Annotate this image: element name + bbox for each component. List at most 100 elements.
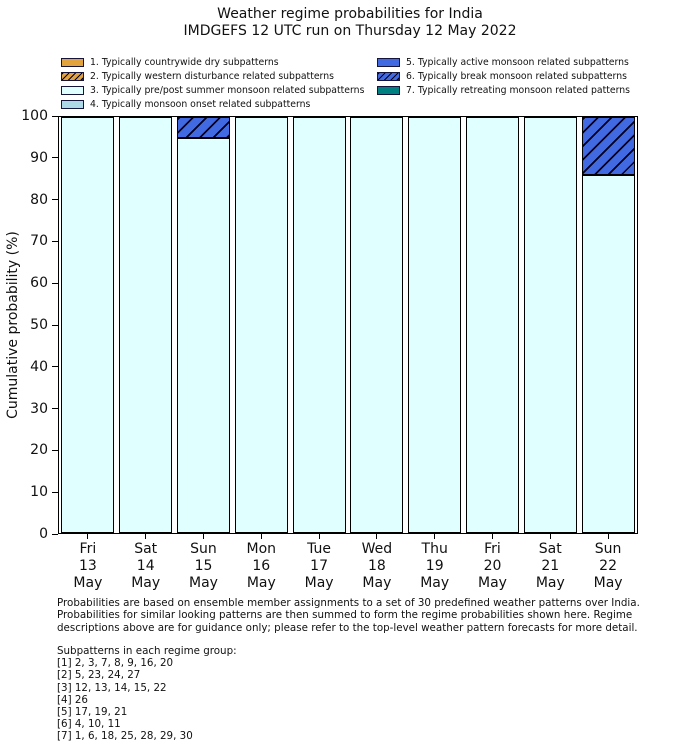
y-tick-mark-30 [52, 408, 58, 410]
legend-item-5: 5. Typically active monsoon related subp… [377, 56, 629, 68]
bar-fri-13 [61, 117, 115, 533]
legend-item-3: 3. Typically pre/post summer monsoon rel… [61, 84, 364, 96]
bar-column-wed-18 [348, 117, 406, 533]
y-tick-label-60: 60 [30, 275, 48, 292]
x-tick-mark-19 [434, 534, 436, 539]
y-tick-mark-0 [52, 533, 58, 535]
bar-segment-regime3-19 [408, 117, 462, 533]
legend-label-7: 7. Typically retreating monsoon related … [406, 84, 631, 96]
x-tick-mark-17 [318, 534, 320, 539]
y-tick-label-0: 0 [39, 526, 48, 542]
y-tick-label-20: 20 [30, 442, 48, 459]
chart-title-line-2: IMDGEFS 12 UTC run on Thursday 12 May 20… [183, 23, 517, 39]
x-tick-label-sat-14: Sat 14 May [131, 541, 161, 591]
bar-wed-18 [350, 117, 404, 533]
bar-column-sat-14 [117, 117, 175, 533]
y-tick-mark-90 [52, 157, 58, 159]
bar-thu-19 [408, 117, 462, 533]
subpattern-group-4: [4] 26 [57, 693, 88, 706]
y-tick-mark-70 [52, 240, 58, 242]
subpatterns-list: [1] 2, 3, 7, 8, 9, 16, 20 [2] 5, 23, 24, … [57, 657, 457, 742]
bar-sat-21 [523, 117, 577, 533]
legend-swatch-4 [61, 99, 84, 109]
y-tick-label-40: 40 [30, 358, 48, 375]
legend-label-2: 2. Typically western disturbance related… [90, 70, 334, 82]
x-tick-mark-16 [260, 534, 262, 539]
y-tick-label-80: 80 [30, 191, 48, 208]
x-tick-mark-20 [492, 534, 493, 539]
x-tick-mark-13 [87, 534, 89, 539]
x-tick-label-sat-21: Sat 21 May [535, 541, 565, 591]
subpattern-group-7: [7] 1, 6, 18, 25, 28, 29, 30 [57, 730, 193, 743]
legend-label-5: 5. Typically active monsoon related subp… [406, 56, 629, 68]
bar-mon-16 [234, 117, 288, 533]
bar-column-sun-22 [579, 117, 637, 533]
x-tick-mark-21 [549, 534, 551, 539]
legend-item-1: 1. Typically countrywide dry subpatterns [61, 56, 279, 68]
y-tick-mark-60 [52, 282, 58, 284]
chart-title-line-1: Weather regime probabilities for India [217, 6, 483, 22]
legend-item-7: 7. Typically retreating monsoon related … [377, 84, 630, 96]
y-tick-label-90: 90 [30, 149, 48, 166]
footnote-text: Probabilities are based on ensemble memb… [57, 597, 640, 634]
legend-item-2: 2. Typically western disturbance related… [61, 70, 334, 82]
x-tick-mark-18 [376, 534, 378, 539]
bar-segment-regime3-17 [292, 117, 346, 533]
bar-sun-15 [176, 117, 230, 533]
subpatterns-block: Subpatterns in each regime group: [1] 2,… [57, 645, 457, 743]
bar-column-thu-19 [406, 117, 464, 533]
bar-segment-regime3-14 [119, 117, 173, 533]
bar-segment-regime3-15 [176, 137, 230, 533]
x-tick-label-tue-17: Tue 17 May [304, 541, 334, 591]
x-tick-label-fri-13: Fri 13 May [73, 541, 103, 591]
y-tick-label-30: 30 [30, 400, 48, 417]
legend-label-3: 3. Typically pre/post summer monsoon rel… [90, 84, 365, 96]
bar-sun-22 [581, 117, 635, 533]
legend-swatch-7 [377, 85, 400, 95]
x-tick-mark-14 [145, 534, 147, 539]
bar-segment-regime3-22 [581, 175, 635, 533]
x-tick-label-fri-20: Fri 20 May [478, 541, 507, 591]
bar-fri-20 [465, 117, 519, 533]
y-tick-label-70: 70 [30, 233, 48, 250]
bar-column-fri-13 [59, 117, 117, 533]
x-tick-label-sun-15: Sun 15 May [189, 541, 218, 591]
y-tick-mark-80 [52, 199, 58, 201]
legend-label-4: 4. Typically monsoon onset related subpa… [90, 98, 311, 110]
subpatterns-heading: Subpatterns in each regime group: [57, 645, 237, 657]
x-tick-label-wed-18: Wed 18 May [361, 541, 393, 591]
bar-segment-regime3-20 [465, 117, 519, 533]
bar-segment-regime3-13 [61, 117, 115, 533]
bar-segment-regime6-22 [581, 117, 635, 176]
bar-column-sat-21 [521, 117, 579, 533]
legend-swatch-2 [61, 71, 84, 81]
bar-column-tue-17 [290, 117, 348, 533]
bar-segment-regime6-15 [176, 117, 230, 138]
subpattern-group-6: [6] 4, 10, 11 [57, 718, 121, 731]
chart-title: Weather regime probabilities for India I… [0, 6, 700, 40]
bar-column-mon-16 [232, 117, 290, 533]
legend-swatch-6 [377, 71, 400, 81]
bar-tue-17 [292, 117, 346, 533]
legend-label-6: 6. Typically break monsoon related subpa… [406, 70, 627, 82]
plot-area [58, 116, 638, 534]
y-tick-mark-20 [52, 449, 58, 451]
y-tick-mark-100 [52, 115, 58, 117]
x-tick-label-thu-19: Thu 19 May [420, 541, 450, 591]
x-tick-label-mon-16: Mon 16 May [246, 541, 277, 591]
y-tick-label-10: 10 [30, 484, 48, 501]
legend-item-4: 4. Typically monsoon onset related subpa… [61, 98, 310, 110]
bar-segment-regime3-16 [234, 117, 288, 533]
bar-column-fri-20 [464, 117, 522, 533]
y-tick-label-50: 50 [30, 317, 48, 333]
bar-sat-14 [119, 117, 173, 533]
subpattern-group-1: [1] 2, 3, 7, 8, 9, 16, 20 [57, 657, 174, 670]
subpattern-group-3: [3] 12, 13, 14, 15, 22 [57, 681, 167, 694]
y-tick-mark-10 [52, 491, 58, 493]
bar-segment-regime3-18 [350, 117, 404, 533]
legend-swatch-5 [377, 57, 400, 67]
y-tick-label-100: 100 [21, 108, 48, 124]
legend-swatch-1 [61, 57, 84, 67]
y-tick-mark-50 [52, 324, 58, 326]
